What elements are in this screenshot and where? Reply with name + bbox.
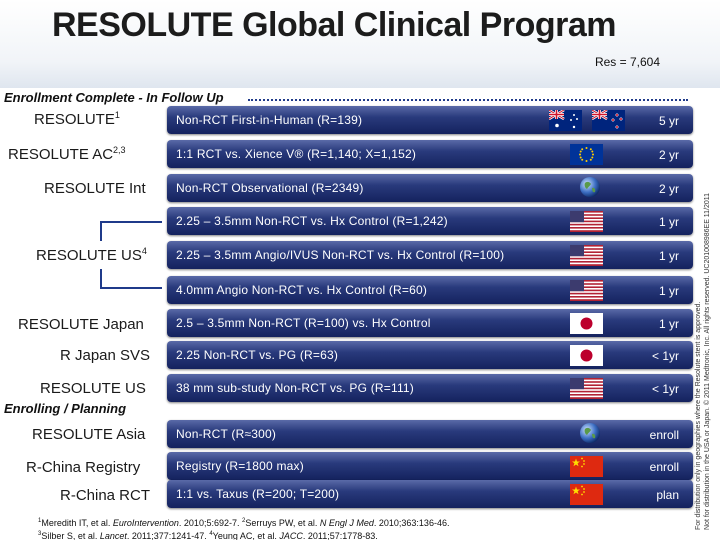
follow-up-duration: 1 yr: [658, 249, 679, 263]
follow-up-duration: enroll: [649, 428, 679, 442]
study-name-r-china-rct: R-China RCT: [60, 487, 151, 504]
follow-up-duration: plan: [656, 488, 679, 502]
study-bar: Registry (R=1800 max) enroll: [167, 452, 693, 480]
section-label-planning: Enrolling / Planning: [4, 401, 127, 416]
total-enrollment: Res = 7,604: [594, 55, 660, 69]
side-disclaimer: For distribution only in geographies whe…: [695, 192, 711, 530]
slide-title: RESOLUTE Global Clinical Program: [52, 6, 617, 44]
follow-up-duration: 2 yr: [658, 148, 679, 162]
study-bar: 2.25 Non-RCT vs. PG (R=63) < 1yr: [167, 341, 693, 369]
study-design: 38 mm sub-study Non-RCT vs. PG (R=111): [176, 381, 415, 395]
study-bar: Non-RCT First-in-Human (R=139) 5 yr: [167, 106, 693, 134]
study-design: 2.25 Non-RCT vs. PG (R=63): [176, 348, 339, 362]
eu-flag-icon: [570, 144, 603, 165]
reference-line: 1Meredith IT, et al. EuroIntervention. 2…: [38, 518, 450, 528]
study-name-r-china-registry: R-China Registry: [26, 459, 141, 476]
section-label-complete: Enrollment Complete - In Follow Up: [4, 90, 224, 105]
jp-flag-icon: [570, 345, 603, 366]
follow-up-duration: 1 yr: [658, 215, 679, 229]
study-design: 1:1 vs. Taxus (R=200; T=200): [176, 487, 340, 501]
study-bar: Non-RCT Observational (R=2349) 2 yr: [167, 174, 693, 202]
bracket-bottom: [100, 269, 162, 289]
follow-up-duration: < 1yr: [651, 349, 679, 363]
study-bar: 1:1 vs. Taxus (R=200; T=200) plan: [167, 480, 693, 508]
section-divider: [248, 99, 688, 101]
us-flag-icon: [570, 211, 603, 232]
bracket-top: [100, 221, 162, 241]
study-name-r-japan-svs: R Japan SVS: [60, 347, 151, 364]
study-name-resolute-us: RESOLUTE US4: [36, 246, 147, 264]
study-design: 2.25 – 3.5mm Angio/IVUS Non-RCT vs. Hx C…: [176, 248, 505, 262]
follow-up-duration: 2 yr: [658, 182, 679, 196]
study-bar: 2.25 – 3.5mm Non-RCT vs. Hx Control (R=1…: [167, 207, 693, 235]
cn-flag-icon: [570, 456, 603, 477]
au-flag-icon: [549, 110, 582, 131]
study-design: Registry (R=1800 max): [176, 459, 304, 473]
jp-flag-icon: [570, 313, 603, 334]
study-bar: 4.0mm Angio Non-RCT vs. Hx Control (R=60…: [167, 276, 693, 304]
reference-line: 3Silber S, et al. Lancet. 2011;377:1241-…: [38, 531, 378, 540]
us-flag-icon: [570, 378, 603, 399]
follow-up-duration: 1 yr: [658, 317, 679, 331]
study-design: Non-RCT First-in-Human (R=139): [176, 113, 363, 127]
slide-header: RESOLUTE Global Clinical Program Res = 7…: [0, 0, 720, 88]
references: 1Meredith IT, et al. EuroIntervention. 2…: [38, 516, 449, 540]
study-bar: Non-RCT (R≈300) enroll: [167, 420, 693, 448]
cn-flag-icon: [570, 484, 603, 505]
study-name-resolute-japan: RESOLUTE Japan: [18, 316, 144, 333]
study-design: Non-RCT (R≈300): [176, 427, 277, 441]
study-name-resolute-us-sub: RESOLUTE US: [40, 380, 146, 397]
study-design: 2.25 – 3.5mm Non-RCT vs. Hx Control (R=1…: [176, 214, 448, 228]
globe-icon: [580, 423, 600, 443]
follow-up-duration: enroll: [649, 460, 679, 474]
study-bar: 1:1 RCT vs. Xience V® (R=1,140; X=1,152)…: [167, 140, 693, 168]
study-bar: 38 mm sub-study Non-RCT vs. PG (R=111) <…: [167, 374, 693, 402]
study-design: 1:1 RCT vs. Xience V® (R=1,140; X=1,152): [176, 147, 417, 161]
follow-up-duration: < 1yr: [651, 382, 679, 396]
study-design: 4.0mm Angio Non-RCT vs. Hx Control (R=60…: [176, 283, 428, 297]
study-design: Non-RCT Observational (R=2349): [176, 181, 364, 195]
study-design: 2.5 – 3.5mm Non-RCT (R=100) vs. Hx Contr…: [176, 316, 431, 330]
follow-up-duration: 5 yr: [658, 114, 679, 128]
study-name-resolute-int: RESOLUTE Int: [44, 180, 146, 197]
study-name-resolute: RESOLUTE1: [34, 110, 120, 128]
us-flag-icon: [570, 280, 603, 301]
study-name-resolute-ac: RESOLUTE AC2,3: [8, 145, 126, 163]
follow-up-duration: 1 yr: [658, 284, 679, 298]
study-bar: 2.5 – 3.5mm Non-RCT (R=100) vs. Hx Contr…: [167, 309, 693, 337]
study-bar: 2.25 – 3.5mm Angio/IVUS Non-RCT vs. Hx C…: [167, 241, 693, 269]
nz-flag-icon: [592, 110, 625, 131]
study-name-resolute-asia: RESOLUTE Asia: [32, 426, 146, 443]
globe-icon: [580, 177, 600, 197]
us-flag-icon: [570, 245, 603, 266]
